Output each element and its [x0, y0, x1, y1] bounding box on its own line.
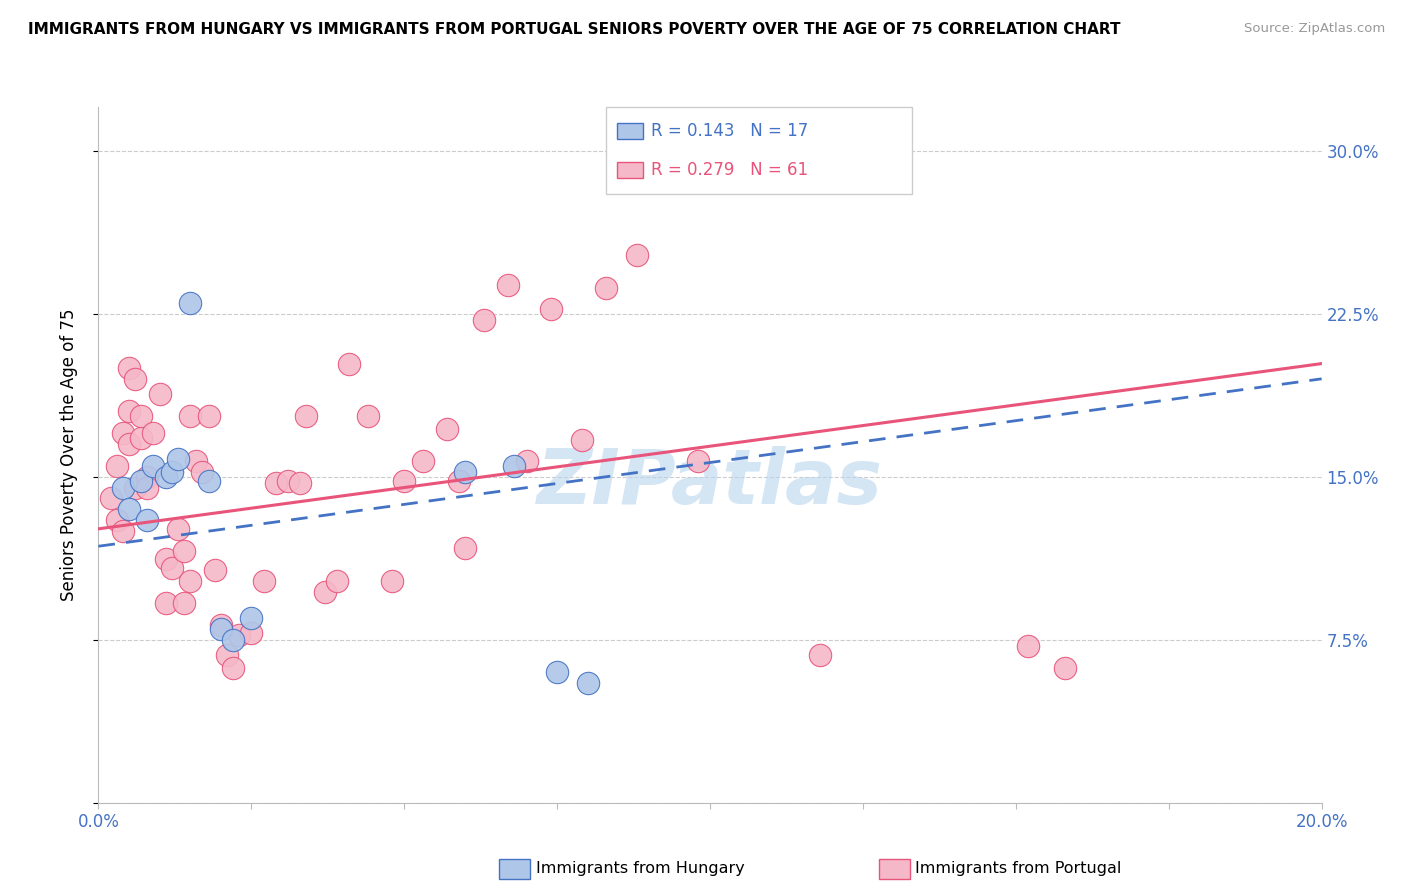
Point [337, 357, 360, 371]
Point [215, 648, 238, 662]
Point [160, 561, 183, 575]
Point [179, 574, 201, 588]
Point [100, 491, 122, 506]
Point [496, 278, 519, 293]
Point [142, 426, 165, 441]
Point [571, 433, 593, 447]
Point [314, 585, 336, 599]
Point [326, 574, 349, 588]
Y-axis label: Seniors Poverty Over the Age of 75: Seniors Poverty Over the Age of 75 [59, 309, 77, 601]
Point [186, 454, 208, 468]
Point [454, 466, 477, 480]
Point [155, 596, 177, 610]
Point [118, 502, 141, 516]
Text: Immigrants from Portugal: Immigrants from Portugal [915, 862, 1122, 876]
Point [136, 469, 159, 483]
Point [503, 458, 526, 473]
Point [808, 648, 831, 662]
Text: ZIPatlas: ZIPatlas [537, 446, 883, 520]
Point [124, 372, 146, 386]
Point [222, 632, 245, 647]
Point [129, 431, 152, 445]
Point [142, 458, 165, 473]
Point [264, 476, 287, 491]
Text: R = 0.279   N = 61: R = 0.279 N = 61 [651, 161, 808, 178]
Point [1053, 661, 1076, 675]
Point [179, 295, 201, 310]
Point [222, 661, 245, 675]
Text: Source: ZipAtlas.com: Source: ZipAtlas.com [1244, 22, 1385, 36]
Point [626, 248, 648, 262]
Point [155, 469, 177, 483]
Point [454, 541, 477, 556]
Point [295, 409, 318, 423]
Point [436, 422, 458, 436]
Point [191, 466, 214, 480]
Text: Immigrants from Hungary: Immigrants from Hungary [536, 862, 744, 876]
Point [160, 466, 183, 480]
Point [136, 513, 159, 527]
Point [204, 563, 226, 577]
Point [449, 474, 471, 488]
Point [179, 409, 201, 423]
Point [111, 524, 134, 538]
Point [240, 611, 263, 625]
Point [136, 481, 159, 495]
Point [472, 313, 495, 327]
Point [197, 409, 219, 423]
Point [686, 454, 709, 468]
Point [252, 574, 274, 588]
Point [129, 409, 152, 423]
Point [240, 626, 263, 640]
Point [1017, 639, 1039, 653]
Point [105, 458, 128, 473]
Point [209, 617, 232, 632]
Point [576, 676, 599, 690]
Point [228, 628, 250, 642]
Point [381, 574, 404, 588]
Point [870, 139, 893, 153]
Point [149, 387, 172, 401]
Point [540, 302, 562, 317]
Point [197, 474, 219, 488]
Point [173, 596, 195, 610]
Point [155, 552, 177, 566]
Point [516, 454, 538, 468]
Point [167, 522, 190, 536]
Point [105, 513, 128, 527]
Point [290, 476, 312, 491]
Point [118, 360, 141, 375]
Point [595, 280, 617, 294]
Text: R = 0.143   N = 17: R = 0.143 N = 17 [651, 122, 808, 140]
Point [167, 452, 190, 467]
Point [111, 426, 134, 441]
Point [173, 543, 195, 558]
Point [412, 454, 434, 468]
Point [118, 404, 141, 418]
Point [277, 474, 299, 488]
Point [118, 437, 141, 451]
Point [111, 481, 134, 495]
Point [546, 665, 568, 680]
Point [356, 409, 378, 423]
Point [392, 474, 416, 488]
Point [209, 622, 232, 636]
Text: IMMIGRANTS FROM HUNGARY VS IMMIGRANTS FROM PORTUGAL SENIORS POVERTY OVER THE AGE: IMMIGRANTS FROM HUNGARY VS IMMIGRANTS FR… [28, 22, 1121, 37]
Point [124, 481, 146, 495]
Point [129, 474, 152, 488]
